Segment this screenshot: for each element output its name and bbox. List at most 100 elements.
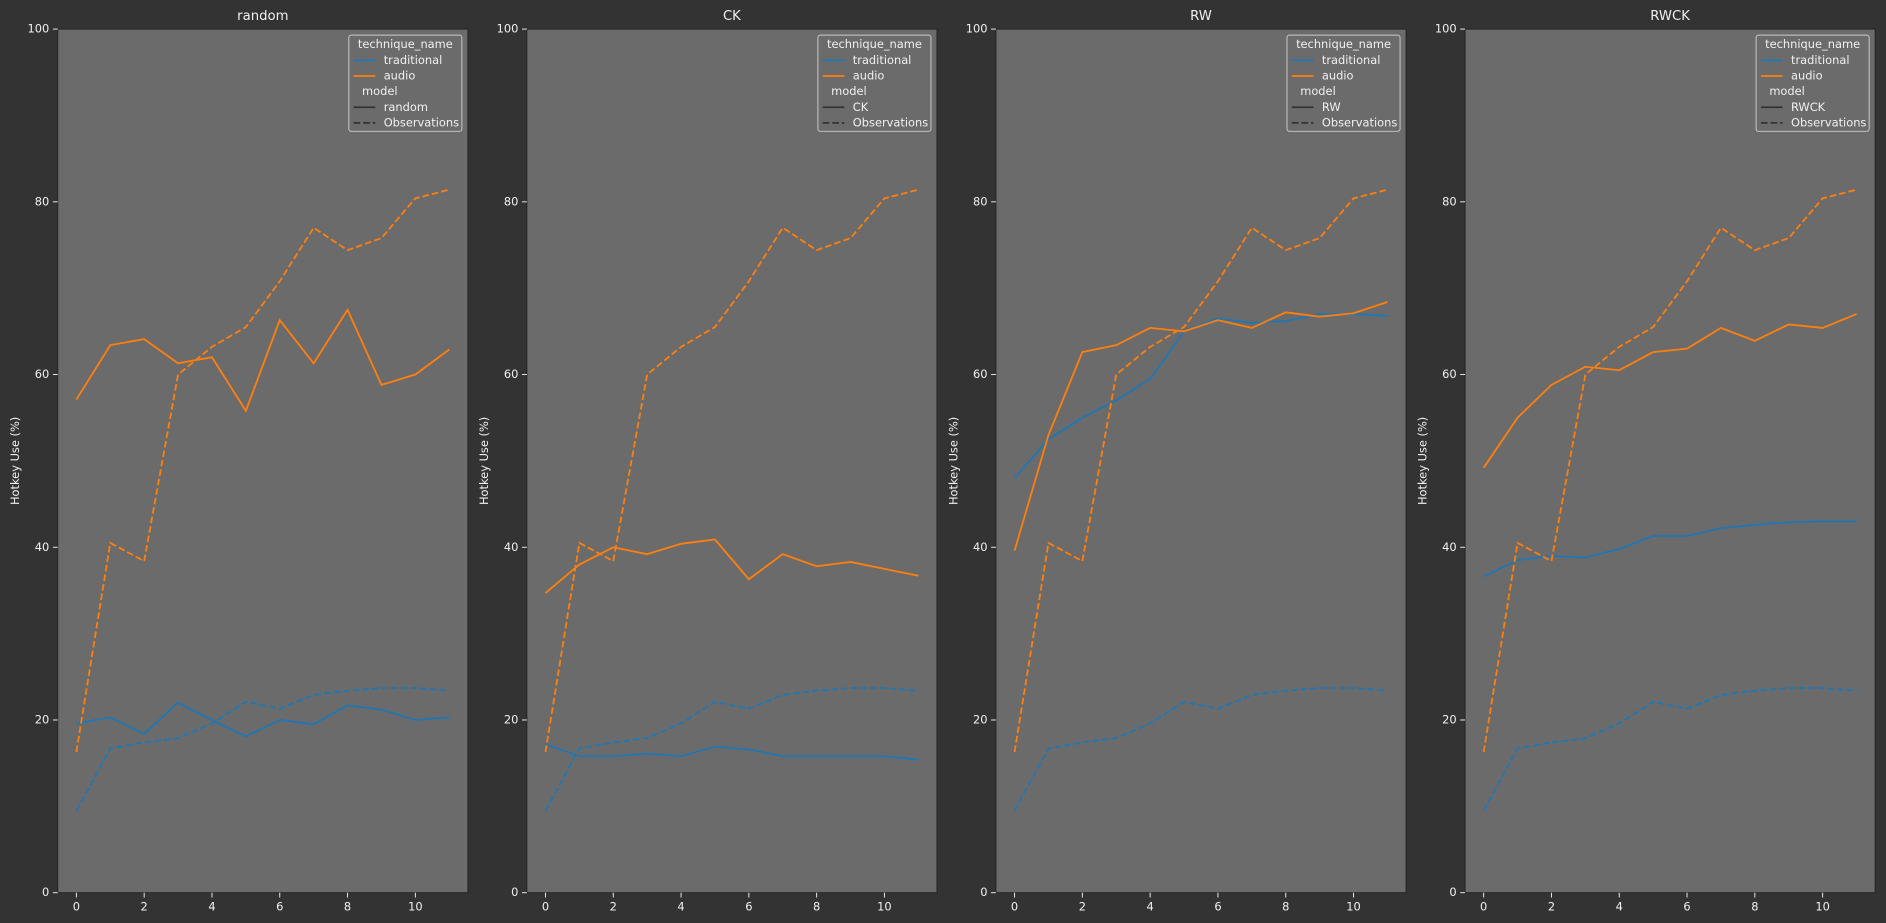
legend-label: audio: [1791, 69, 1823, 83]
series-line: [544, 687, 919, 812]
subplot-title: RW: [1190, 9, 1212, 24]
series-line: [75, 188, 450, 753]
x-tick-label: 10: [1346, 900, 1361, 914]
x-tick-label: 10: [1815, 900, 1830, 914]
series-line: [1013, 188, 1388, 753]
x-tick-label: 6: [1214, 900, 1221, 914]
y-tick-label: 80: [1442, 194, 1457, 208]
x-tick-label: 8: [1282, 900, 1289, 914]
y-tick-label: 100: [28, 22, 50, 36]
y-axis-label: Hotkey Use (%): [946, 417, 960, 505]
legend-title: technique_name: [1765, 37, 1860, 51]
series-line: [75, 687, 450, 812]
y-tick-label: 0: [1449, 885, 1456, 899]
legend-title: technique_name: [358, 37, 453, 51]
y-tick-label: 60: [973, 367, 988, 381]
series-line: [1483, 520, 1857, 578]
y-tick-label: 60: [1442, 367, 1457, 381]
x-tick-label: 2: [1079, 900, 1086, 914]
x-tick-label: 8: [344, 900, 351, 914]
y-axis-label: Hotkey Use (%): [477, 417, 491, 505]
legend-label: audio: [1322, 69, 1354, 83]
series-line: [544, 188, 919, 753]
series-line: [1482, 687, 1857, 812]
x-tick-label: 10: [877, 900, 892, 914]
series-line: [76, 701, 450, 738]
x-tick-label: 4: [1147, 900, 1154, 914]
y-tick-label: 80: [35, 194, 50, 208]
y-axis-label: Hotkey Use (%): [8, 417, 22, 505]
plot-area: [526, 28, 938, 894]
series-line: [75, 307, 450, 413]
y-tick-label: 60: [35, 367, 50, 381]
series-line: [1482, 188, 1857, 753]
series-line: [544, 538, 919, 594]
series-line: [1482, 313, 1857, 469]
y-tick-label: 20: [1442, 712, 1457, 726]
subplot: CK Hotkey Use (%) 0 20 40 60 80 100 0 2 4 6 8 10 techn…: [477, 9, 938, 914]
y-tick-label: 40: [1442, 540, 1457, 554]
legend-label: RW: [1322, 100, 1341, 114]
legend-label: Observations: [1322, 115, 1397, 129]
legend-title: model: [1300, 84, 1336, 98]
x-tick-label: 8: [813, 900, 820, 914]
y-tick-label: 20: [35, 712, 50, 726]
x-tick-label: 4: [208, 900, 215, 914]
legend-box: [1286, 34, 1401, 132]
y-tick-label: 0: [511, 885, 518, 899]
plot-area: [995, 28, 1407, 894]
y-tick-label: 80: [504, 194, 519, 208]
x-tick-label: 6: [276, 900, 283, 914]
y-tick-label: 100: [1435, 22, 1457, 36]
legend-box: [348, 34, 463, 132]
x-tick-label: 8: [1751, 900, 1758, 914]
x-tick-label: 10: [408, 900, 423, 914]
y-tick-label: 80: [973, 194, 988, 208]
legend-label: traditional: [853, 53, 912, 67]
y-axis-label: Hotkey Use (%): [1415, 417, 1429, 505]
subplot-title: CK: [723, 9, 741, 24]
legend-label: audio: [853, 69, 885, 83]
y-tick-label: 100: [966, 22, 988, 36]
x-tick-label: 2: [610, 900, 617, 914]
legend-title: model: [831, 84, 867, 98]
legend-label: traditional: [1791, 53, 1850, 67]
series-line: [1013, 301, 1388, 551]
legend-label: random: [384, 100, 428, 114]
plot-area: [57, 28, 469, 894]
legend-title: technique_name: [1296, 37, 1391, 51]
legend-label: Observations: [853, 115, 928, 129]
x-tick-label: 6: [745, 900, 752, 914]
y-tick-label: 40: [35, 540, 50, 554]
subplot: RW Hotkey Use (%) 0 20 40 60 80 100 0 2 4 6 8 10 techn…: [946, 9, 1407, 914]
legend-box: [1755, 34, 1870, 132]
y-tick-label: 0: [42, 885, 49, 899]
x-tick-label: 2: [1548, 900, 1555, 914]
x-tick-label: 4: [677, 900, 684, 914]
x-tick-label: 6: [1683, 900, 1690, 914]
y-tick-label: 100: [497, 22, 519, 36]
plot-area: [1464, 28, 1876, 894]
series-line: [545, 743, 919, 761]
legend-title: model: [1769, 84, 1805, 98]
x-tick-label: 0: [1011, 900, 1018, 914]
subplot: RWCK Hotkey Use (%) 0 20 40 60 80 100 0 2 4 6 8 10 tec…: [1415, 9, 1876, 914]
subplot-title: random: [237, 9, 288, 24]
legend-label: audio: [384, 69, 416, 83]
x-tick-label: 0: [542, 900, 549, 914]
y-tick-label: 20: [973, 712, 988, 726]
legend-title: technique_name: [827, 37, 922, 51]
legend-label: traditional: [1322, 53, 1381, 67]
x-tick-label: 4: [1616, 900, 1623, 914]
legend-label: CK: [853, 100, 869, 114]
subplot-title: RWCK: [1650, 9, 1690, 24]
y-tick-label: 0: [980, 885, 987, 899]
y-tick-label: 40: [504, 540, 519, 554]
legend-label: Observations: [1791, 115, 1866, 129]
y-tick-label: 40: [973, 540, 988, 554]
legend-label: RWCK: [1791, 100, 1826, 114]
x-tick-label: 2: [141, 900, 148, 914]
x-tick-label: 0: [73, 900, 80, 914]
y-tick-label: 60: [504, 367, 519, 381]
